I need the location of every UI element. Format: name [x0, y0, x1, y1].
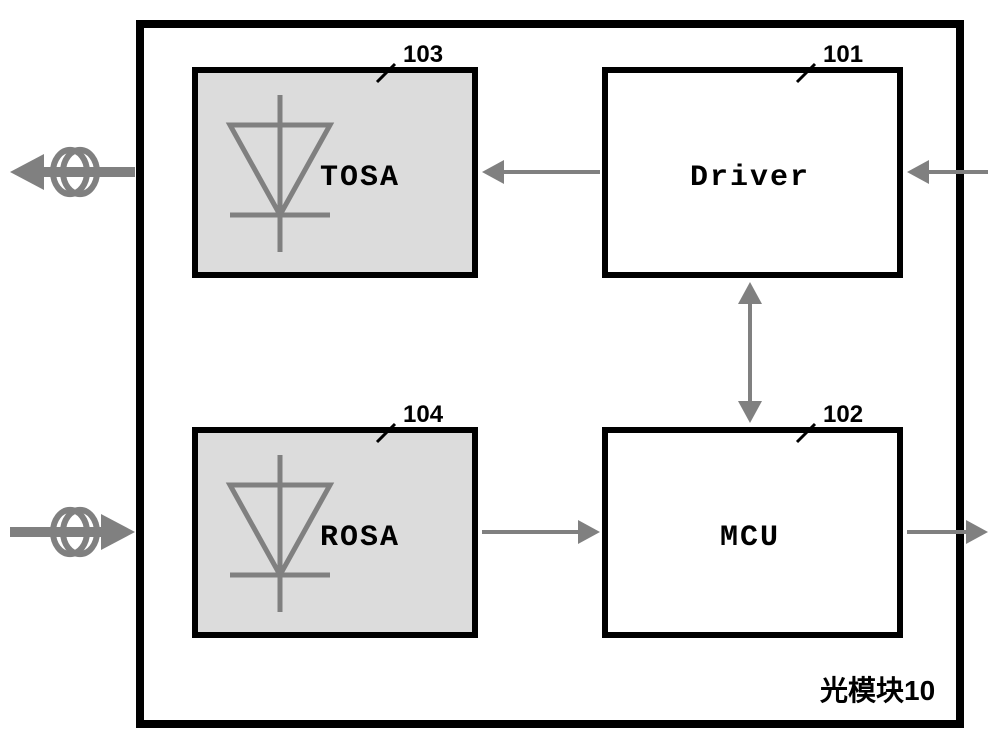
mcu-label: MCU	[720, 521, 780, 555]
module-label: 光模块10	[819, 675, 935, 706]
rosa-label: ROSA	[320, 521, 400, 555]
driver-block: Driver	[605, 70, 900, 275]
mcu-block: MCU	[605, 430, 900, 635]
driver-label: Driver	[690, 161, 810, 195]
tosa-ref: 103	[403, 41, 443, 68]
mcu-ref: 102	[823, 401, 863, 428]
rosa-ref: 104	[403, 401, 444, 428]
rosa-block: ROSA	[195, 430, 475, 635]
driver-ref: 101	[823, 41, 863, 68]
tosa-block: TOSA	[195, 70, 475, 275]
tosa-label: TOSA	[320, 161, 400, 195]
